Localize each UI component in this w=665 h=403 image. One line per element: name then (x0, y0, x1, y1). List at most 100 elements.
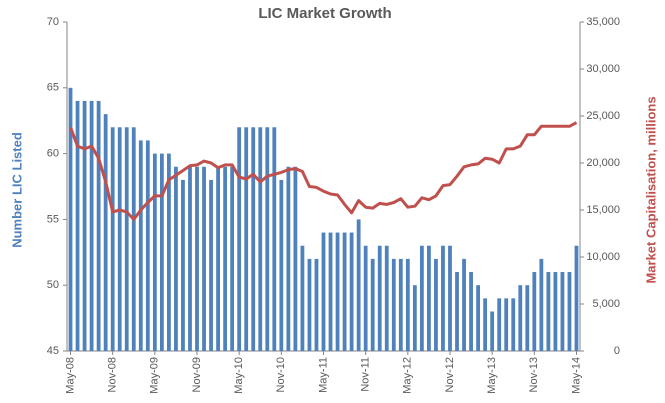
bar (124, 127, 129, 351)
bar (518, 285, 523, 351)
x-tick-label: Nov-10 (275, 357, 287, 392)
bar (293, 166, 298, 351)
y2-tick-label: 5,000 (592, 298, 620, 310)
bar (68, 87, 73, 352)
bar (159, 153, 164, 351)
bar (195, 166, 199, 351)
y-axis-label: Number LIC Listed (9, 132, 24, 248)
bar (574, 245, 579, 351)
bar (448, 245, 452, 351)
bar (419, 245, 424, 351)
x-tick-label: Nov-13 (528, 357, 540, 392)
bar (504, 298, 509, 351)
bar (363, 245, 368, 351)
bar (427, 245, 431, 351)
bar (391, 258, 396, 351)
x-tick-label: May-14 (570, 357, 582, 394)
bar (412, 285, 417, 351)
bar (497, 298, 502, 351)
bar (356, 219, 361, 351)
bar (370, 258, 375, 351)
bar (138, 140, 143, 351)
bar (216, 166, 220, 351)
bar (209, 179, 213, 351)
bar (476, 285, 481, 351)
bar (525, 285, 530, 351)
bar (152, 153, 157, 351)
bar (434, 258, 438, 351)
bar (567, 272, 572, 351)
x-tick-label: Nov-12 (444, 357, 456, 392)
x-tick-label: May-11 (317, 357, 329, 393)
bar (188, 166, 192, 351)
bar (546, 272, 551, 351)
bar (103, 114, 108, 352)
y-tick-label: 70 (47, 16, 59, 28)
y-tick-label: 50 (47, 279, 59, 291)
bar (75, 100, 80, 352)
bar (145, 140, 150, 351)
x-tick-label: May-10 (233, 357, 245, 394)
bar (377, 245, 382, 351)
bar (328, 232, 333, 351)
y-tick-label: 55 (47, 213, 59, 225)
bar (244, 127, 249, 351)
bar (300, 245, 305, 351)
x-tick-label: May-09 (149, 357, 161, 394)
y-tick-label: 65 (47, 82, 59, 94)
bar (314, 258, 319, 351)
bar (553, 272, 558, 351)
bar (405, 258, 410, 351)
bar (321, 232, 326, 351)
bar (131, 127, 136, 351)
bar (174, 166, 178, 351)
y2-tick-label: 15,000 (586, 204, 620, 216)
x-tick-label: May-13 (486, 357, 498, 394)
bar (258, 127, 263, 351)
bar (335, 232, 340, 351)
y-tick-label: 60 (47, 148, 59, 160)
bar (349, 232, 354, 351)
bar (307, 258, 312, 351)
bar (117, 127, 122, 351)
bar (384, 245, 389, 351)
y2-tick-label: 30,000 (586, 63, 620, 75)
x-tick-label: Nov-08 (107, 357, 119, 392)
x-tick-label: Nov-11 (360, 357, 372, 392)
bar (490, 311, 495, 351)
bar (469, 272, 473, 351)
bar (462, 258, 466, 351)
bar (223, 166, 228, 351)
bar (455, 272, 459, 351)
bar (181, 179, 185, 351)
bar (398, 258, 403, 351)
y-tick-label: 45 (47, 345, 59, 357)
bar (539, 258, 544, 351)
y2-axis-label: Market Capitalisation, millions (643, 96, 658, 283)
bar (110, 127, 115, 351)
bar (483, 298, 488, 351)
bar (286, 166, 291, 351)
bar (265, 127, 270, 351)
bar (82, 100, 87, 352)
y2-tick-label: 10,000 (586, 251, 620, 263)
bar (166, 153, 171, 351)
bar (96, 100, 101, 352)
bar (441, 245, 445, 351)
x-tick-label: Nov-09 (191, 357, 203, 392)
bar (272, 127, 277, 351)
y2-tick-label: 0 (614, 345, 620, 357)
chart-title: LIC Market Growth (258, 5, 391, 22)
bar (279, 179, 284, 351)
x-tick-label: May-12 (402, 357, 414, 394)
bar (342, 232, 347, 351)
bar (237, 127, 242, 351)
y2-tick-label: 35,000 (586, 16, 620, 28)
bar (251, 127, 256, 351)
bar (230, 166, 235, 351)
bar (89, 100, 94, 352)
bar (560, 272, 565, 351)
line (69, 121, 578, 221)
bar (511, 298, 516, 351)
